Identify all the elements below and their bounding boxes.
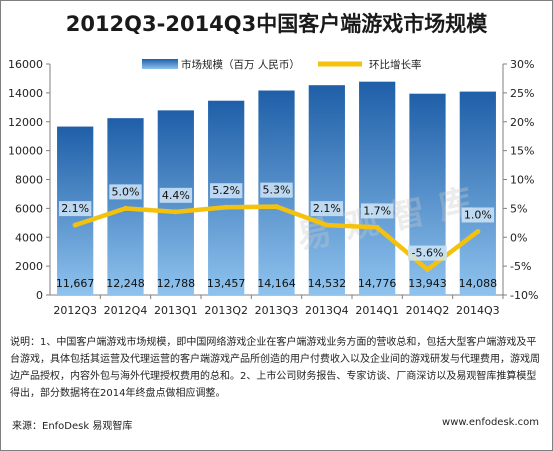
y-tick-label-right: 5% bbox=[510, 202, 527, 215]
x-tick-label: 2014Q2 bbox=[406, 304, 450, 317]
line-value-label: 2.1% bbox=[61, 202, 89, 215]
line-point bbox=[475, 228, 481, 234]
bar-value-label: 14,164 bbox=[257, 277, 296, 290]
line-point bbox=[425, 267, 430, 273]
legend-bar-swatch bbox=[142, 59, 178, 69]
bar-value-label: 13,457 bbox=[207, 277, 246, 290]
y-tick-label-right: 15% bbox=[510, 145, 534, 158]
y-tick-label-right: 30% bbox=[510, 58, 534, 71]
line-point bbox=[274, 204, 279, 210]
line-label-bg bbox=[461, 207, 495, 223]
line-label-bg bbox=[209, 183, 243, 199]
bar bbox=[359, 81, 396, 295]
y-tick-label-right: -10% bbox=[510, 289, 538, 302]
y-tick-label-left: 16000 bbox=[8, 58, 43, 71]
x-tick-label: 2013Q3 bbox=[255, 304, 299, 317]
line-value-label: 5.0% bbox=[112, 185, 140, 198]
x-tick-label: 2013Q2 bbox=[204, 304, 248, 317]
line-point bbox=[123, 205, 128, 211]
y-tick-label-right: 10% bbox=[510, 174, 534, 187]
y-tick-label-left: 6000 bbox=[15, 202, 43, 215]
bar-value-label: 12,788 bbox=[157, 277, 196, 290]
x-tick-label: 2012Q3 bbox=[53, 304, 97, 317]
line-value-label: 5.3% bbox=[263, 184, 291, 197]
x-tick-label: 2014Q3 bbox=[456, 304, 500, 317]
y-tick-label-right: 25% bbox=[510, 87, 534, 100]
line-label-bg bbox=[408, 245, 447, 261]
line-label-bg bbox=[159, 187, 193, 203]
y-tick-label-left: 0 bbox=[36, 289, 43, 302]
footer-url: www.enfodesk.com bbox=[442, 417, 539, 428]
legend-bar-label: 市场规模（百万 人民币） bbox=[181, 58, 300, 71]
y-tick-label-left: 10000 bbox=[8, 145, 43, 158]
bar-value-label: 13,943 bbox=[408, 277, 447, 290]
y-tick-label-left: 12000 bbox=[8, 116, 43, 129]
line-point bbox=[223, 204, 229, 210]
line-value-label: 4.4% bbox=[162, 189, 190, 202]
footer-source: 来源：EnfoDesk 易观智库 bbox=[12, 421, 133, 432]
bar-value-label: 14,532 bbox=[308, 277, 347, 290]
y-tick-label-left: 8000 bbox=[15, 174, 43, 187]
legend: 市场规模（百万 人民币） 环比增长率 bbox=[142, 58, 422, 71]
line-label-bg bbox=[58, 201, 92, 217]
bar-value-label: 14,088 bbox=[459, 277, 498, 290]
x-tick-label: 2014Q1 bbox=[355, 304, 399, 317]
y-tick-label-right: 0% bbox=[510, 231, 527, 244]
line-point bbox=[374, 224, 380, 230]
bar-value-label: 14,776 bbox=[358, 277, 397, 290]
bar bbox=[308, 85, 345, 295]
y-tick-label-left: 4000 bbox=[15, 231, 43, 244]
chart-svg: 市场规模（百万 人民币） 环比增长率 0 2000 4000 6000 8000 1000… bbox=[8, 58, 538, 317]
chart-title: 2012Q3-2014Q3中国客户端游戏市场规模 bbox=[65, 12, 488, 36]
y-tick-label-left: 14000 bbox=[8, 87, 43, 100]
line-value-label: -5.6% bbox=[412, 247, 444, 260]
line-point bbox=[324, 222, 330, 228]
line-point bbox=[72, 222, 78, 228]
x-tick-label: 2013Q1 bbox=[154, 304, 198, 317]
x-tick-label: 2012Q4 bbox=[104, 304, 148, 317]
line-label-bg bbox=[310, 201, 344, 217]
line-point bbox=[173, 209, 179, 215]
line-value-label: 1.7% bbox=[363, 204, 391, 217]
line-value-label: 2.1% bbox=[313, 202, 341, 215]
y-tick-label-right: -5% bbox=[510, 260, 531, 273]
line-label-bg bbox=[109, 184, 142, 200]
bar bbox=[459, 91, 496, 296]
legend-line-label: 环比增长率 bbox=[369, 58, 422, 71]
x-tick-label: 2013Q4 bbox=[305, 304, 349, 317]
line-label-bg bbox=[260, 182, 293, 198]
y-tick-label-left: 2000 bbox=[15, 260, 43, 273]
chart-note: 说明：1、中国客户端游戏市场规模，即中国网络游戏企业在客户端游戏业务方面的营收总… bbox=[10, 337, 540, 399]
line-value-label: 1.0% bbox=[464, 208, 492, 221]
line-value-label: 5.2% bbox=[212, 184, 240, 197]
bar-value-label: 12,248 bbox=[106, 277, 145, 290]
line-label-bg bbox=[360, 203, 394, 219]
bar-value-label: 11,667 bbox=[56, 277, 95, 290]
y-tick-label-right: 20% bbox=[510, 116, 534, 129]
